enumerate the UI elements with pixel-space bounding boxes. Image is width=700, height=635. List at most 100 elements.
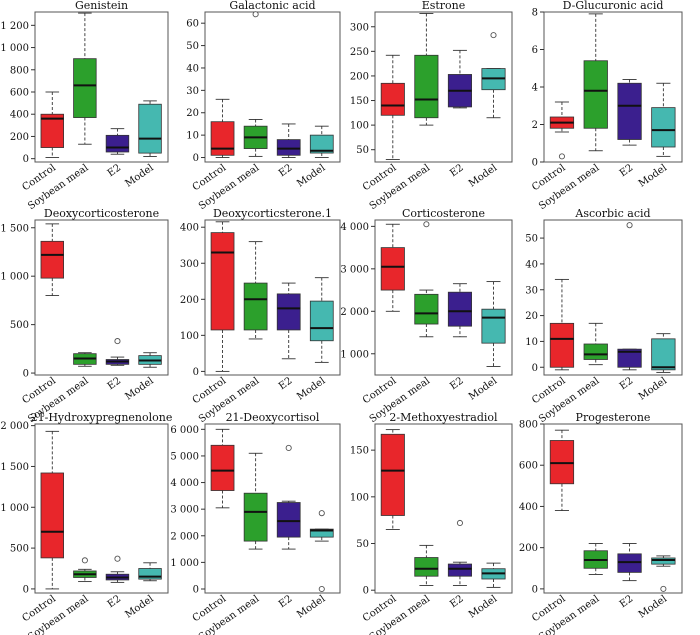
y-tick-label: 20	[186, 108, 199, 119]
box-1	[380, 223, 405, 312]
y-tick-label: 0	[23, 154, 29, 165]
box-1	[40, 223, 64, 297]
chart-title: Deoxycorticosterone	[44, 207, 159, 220]
y-tick-label: 200	[10, 132, 29, 143]
chart-title: Progesterone	[576, 411, 651, 424]
y-tick-label: 250	[350, 47, 369, 58]
box-4	[651, 82, 676, 157]
plot-frame	[34, 423, 169, 594]
y-tick-label: 0	[23, 369, 29, 380]
outlier-point	[285, 444, 292, 452]
box-iqr	[276, 139, 301, 156]
box-3	[105, 338, 130, 366]
box-iqr	[651, 107, 676, 148]
box-iqr	[309, 300, 334, 342]
x-category-label: E2	[277, 162, 295, 179]
x-category-label: Model	[637, 162, 669, 189]
outlier-point	[660, 585, 667, 592]
x-category-label: Soybean meal	[368, 162, 432, 212]
box-2	[243, 452, 268, 550]
x-category-label: Model	[123, 375, 155, 402]
box-4	[481, 32, 506, 119]
plot-frame	[374, 219, 513, 376]
box-4	[138, 352, 162, 368]
y-tick-label: 50	[356, 145, 369, 156]
box-1	[380, 429, 405, 530]
chart-panel-2: Galactonic acid0102030405060ControlSoybe…	[186, 0, 341, 212]
plot-frame	[204, 423, 341, 594]
y-tick-label: 6 000	[170, 425, 199, 436]
x-category-label: Model	[295, 375, 327, 402]
box-4	[309, 125, 334, 158]
chart-panel-6: Deoxycorticsterone.10100200300400Control…	[180, 207, 341, 425]
y-tick-label: 0	[532, 158, 538, 169]
box-1	[210, 221, 235, 372]
box-iqr	[210, 444, 235, 491]
x-category-label: Model	[295, 593, 327, 620]
chart-panel-9: 21-Hydroxypregnenolone 0 500 1 000 1 500 2 00…	[0, 411, 172, 635]
x-category-label: E2	[277, 593, 295, 610]
x-category-label: E2	[448, 375, 466, 392]
outlier-point	[626, 222, 633, 229]
y-tick-label: 0	[532, 363, 538, 374]
box-3	[617, 543, 642, 582]
box-2	[73, 557, 97, 583]
chart-title: Genistein	[75, 0, 128, 12]
y-tick-label: 8	[532, 8, 538, 19]
box-4	[651, 555, 676, 592]
y-tick-label: 600	[10, 88, 29, 99]
y-tick-label: 0	[193, 367, 199, 378]
y-tick-label: 40	[525, 259, 538, 270]
x-category-label: Model	[467, 375, 499, 402]
box-iqr	[40, 240, 64, 279]
box-4	[309, 277, 334, 363]
box-iqr	[276, 502, 301, 538]
box-iqr	[210, 232, 235, 331]
box-iqr	[414, 54, 439, 119]
y-tick-label: 150	[350, 446, 369, 457]
box-4	[309, 510, 334, 593]
y-tick-label: 1 000	[0, 272, 29, 283]
y-tick-label: 3 000	[340, 264, 369, 275]
box-3	[276, 123, 301, 158]
box-3	[447, 519, 472, 586]
box-iqr	[447, 291, 472, 327]
y-tick-label: 400	[180, 223, 199, 234]
plot-frame	[543, 219, 683, 376]
box-iqr	[309, 528, 334, 538]
y-tick-label: 60	[186, 19, 199, 30]
outlier-point	[558, 153, 565, 160]
box-2	[583, 543, 608, 575]
chart-title: Corticosterone	[402, 207, 485, 220]
box-iqr	[210, 121, 235, 156]
y-tick-label: 4 000	[170, 478, 199, 489]
y-tick-label: 0	[23, 584, 29, 595]
y-tick-label: 300	[180, 259, 199, 270]
y-tick-label: 2 000	[340, 307, 369, 318]
outlier-point	[490, 32, 497, 39]
chart-title: Deoxycorticsterone.1	[213, 207, 332, 220]
box-2	[583, 13, 608, 152]
box-iqr	[243, 492, 268, 542]
box-iqr	[73, 58, 97, 118]
box-iqr	[40, 472, 64, 559]
y-tick-label: 400	[10, 110, 29, 121]
chart-panel-11: 2-Methoxyestradiol050100150ControlSoybea…	[350, 411, 513, 635]
box-iqr	[617, 553, 642, 573]
x-category-label: Model	[123, 593, 155, 620]
x-category-label: Soybean meal	[26, 162, 90, 212]
x-category-label: E2	[448, 593, 466, 610]
chart-panel-10: 21-Deoxycortisol 0 1 000 2 000 3 000 4 000 5 0…	[170, 411, 341, 635]
box-iqr	[309, 134, 334, 154]
box-3	[105, 555, 130, 583]
box-4	[651, 333, 676, 373]
box-iqr	[549, 440, 575, 485]
box-iqr	[481, 308, 506, 344]
box-iqr	[40, 113, 64, 148]
box-1	[40, 91, 64, 159]
box-2	[243, 11, 268, 157]
